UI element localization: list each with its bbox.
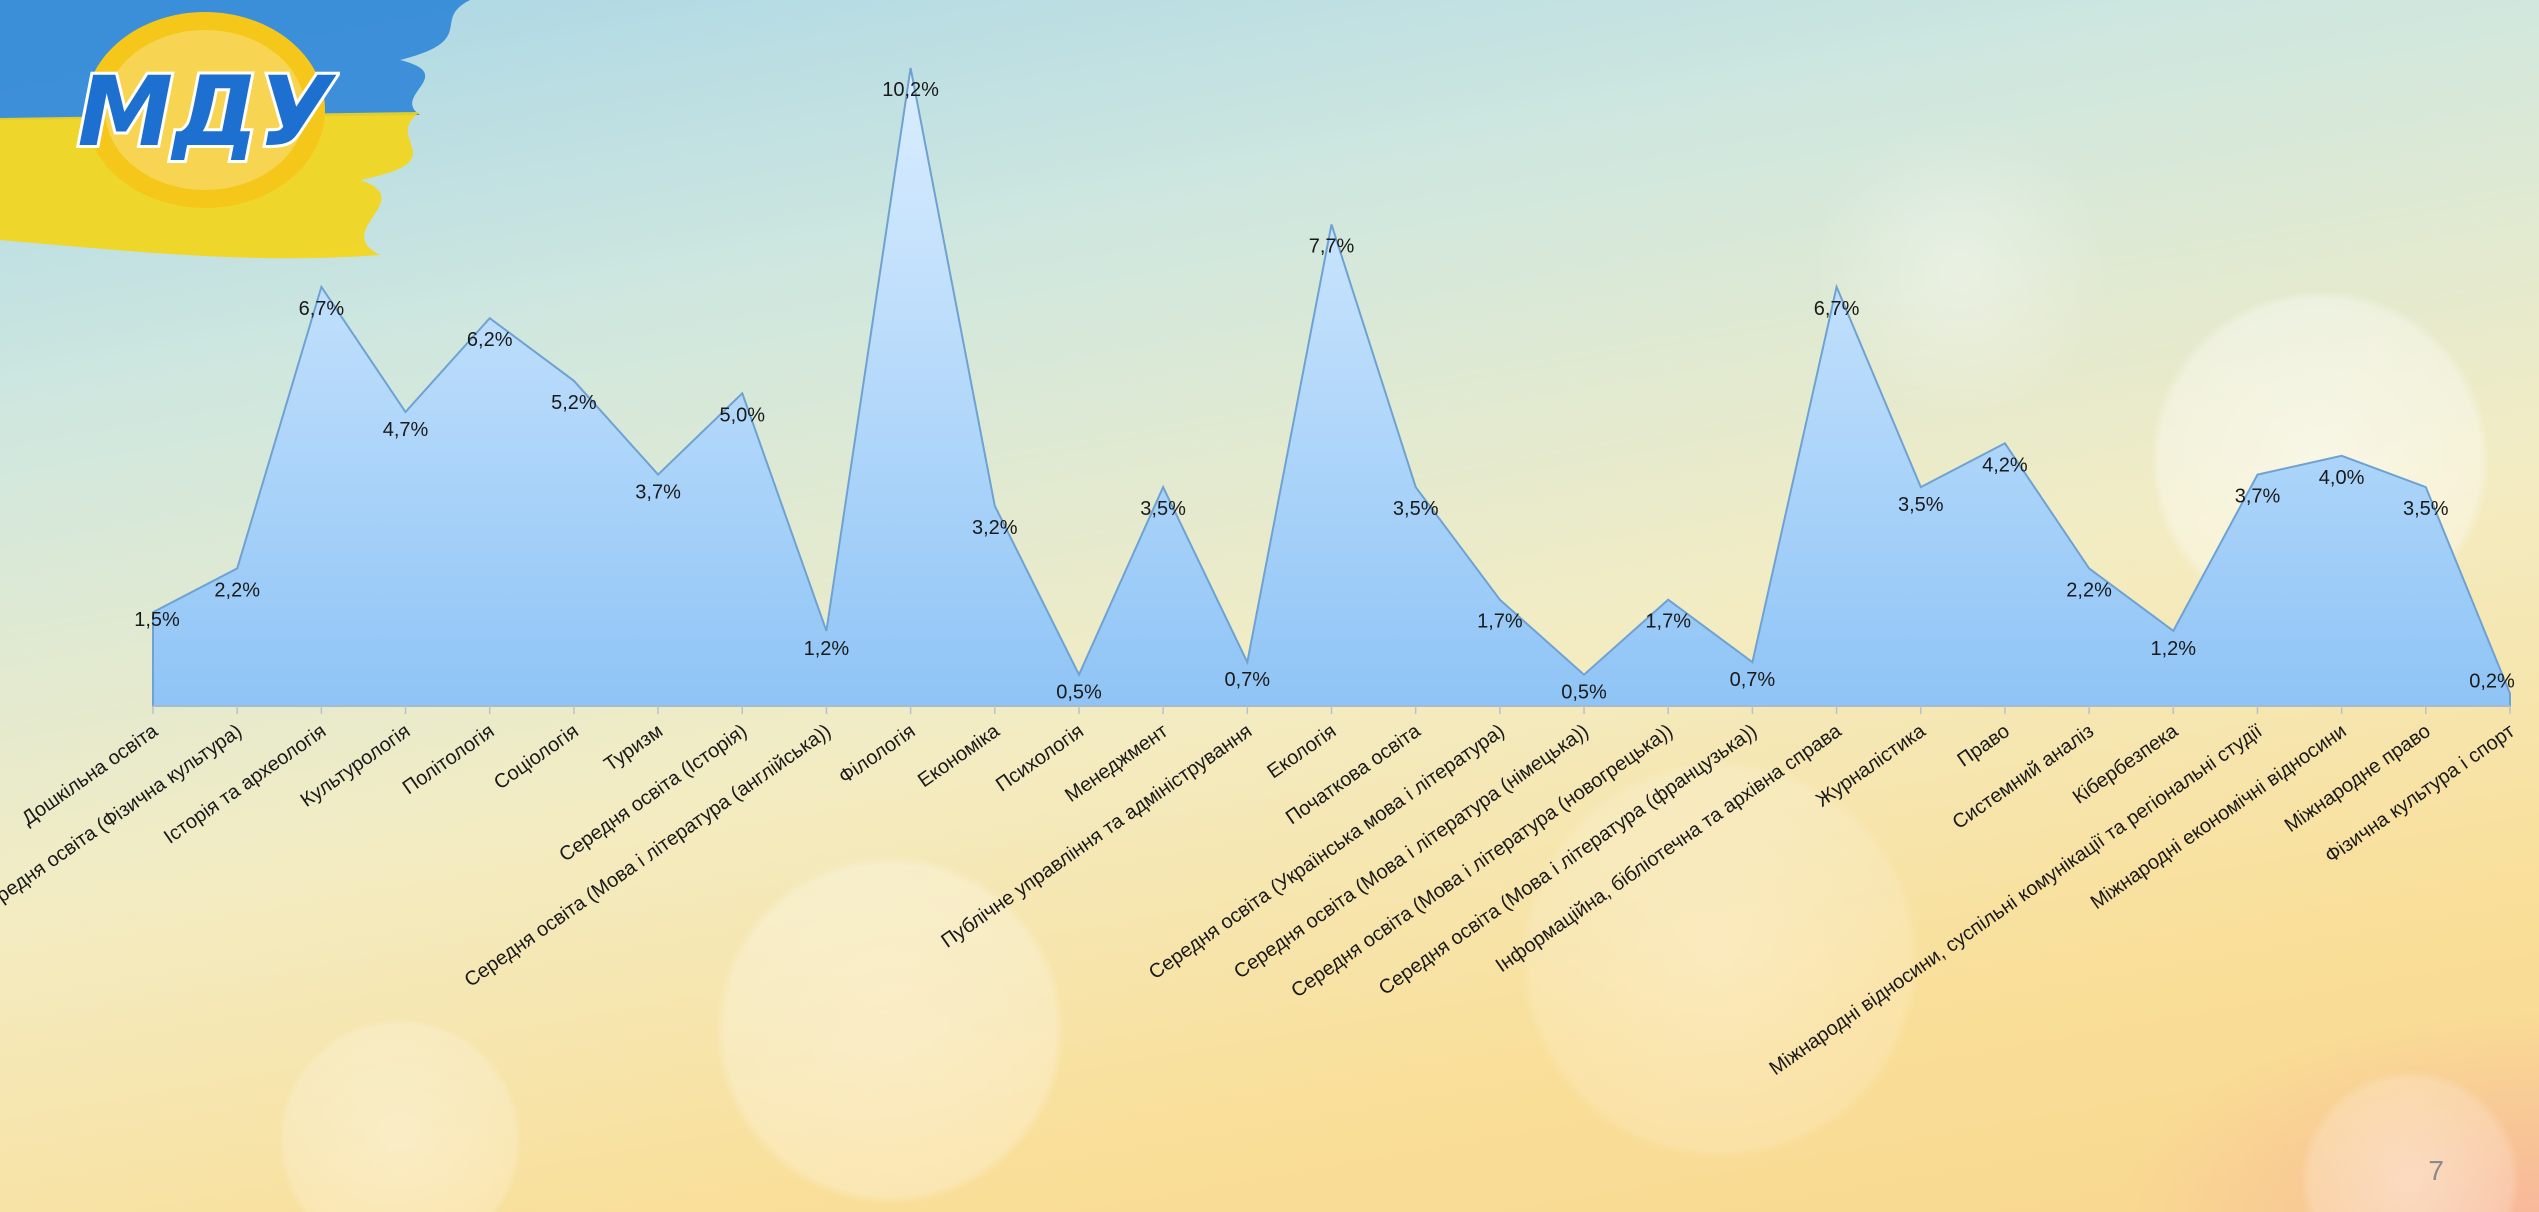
data-label: 0,5% <box>1056 682 1102 704</box>
data-label: 1,2% <box>804 638 850 660</box>
data-label: 7,7% <box>1309 235 1355 257</box>
category-label: Туризм <box>600 720 667 776</box>
mdu-logo: МДУ <box>74 12 340 208</box>
data-label: 1,7% <box>1477 611 1523 633</box>
data-label: 6,2% <box>467 329 513 351</box>
data-label: 3,2% <box>972 517 1018 539</box>
category-label: Право <box>1954 720 2014 771</box>
data-label: 4,7% <box>383 419 429 441</box>
data-label: 0,7% <box>1225 669 1271 691</box>
data-labels: 1,5% 2,2% 6,7% 4,7% 6,2% 5,2% 3,7% 5,0% 1,2% 10,2… <box>134 79 2515 704</box>
data-label: 5,2% <box>551 392 597 414</box>
data-label: 4,0% <box>2319 467 2365 489</box>
data-label: 5,0% <box>720 404 766 426</box>
data-label: 0,5% <box>1561 682 1607 704</box>
x-axis <box>152 705 2511 714</box>
area-fill <box>152 67 2511 707</box>
category-label: Середня освіта (Мова і література (новог… <box>1287 720 1677 1002</box>
data-label: 0,2% <box>2469 671 2515 693</box>
data-label: 3,5% <box>1898 494 1944 516</box>
category-label: Економіка <box>914 720 1004 793</box>
data-label: 4,2% <box>1982 454 2028 476</box>
data-label: 3,5% <box>1140 498 1186 520</box>
data-label: 10,2% <box>882 79 939 101</box>
data-label: 3,7% <box>2235 486 2281 508</box>
page-number: 7 <box>2428 1155 2444 1186</box>
data-label: 2,2% <box>2066 579 2112 601</box>
data-label: 3,5% <box>2403 498 2449 520</box>
category-label: Соціологія <box>490 720 583 794</box>
data-label: 3,7% <box>635 482 681 504</box>
data-label: 3,5% <box>1393 498 1439 520</box>
category-label: Політологія <box>399 720 499 799</box>
category-label: Філологія <box>835 720 920 788</box>
logo-ring <box>85 12 325 208</box>
category-label: Публічне управління та адміністрування <box>937 720 1256 952</box>
category-label: Історія та археологія <box>160 720 330 848</box>
category-label: Системний аналіз <box>1949 720 2098 834</box>
data-label: 1,7% <box>1645 611 1691 633</box>
category-label: Міжнародне право <box>2281 720 2435 837</box>
category-label: Екологія <box>1263 720 1340 783</box>
data-label: 6,7% <box>1814 298 1860 320</box>
category-label: Дошкільна освіта <box>18 720 163 830</box>
category-label: Середня освіта (Мова і література (франц… <box>1375 720 1761 1000</box>
logo-text: МДУ <box>77 56 336 168</box>
data-label: 2,2% <box>214 579 260 601</box>
data-label: 1,2% <box>2151 638 2197 660</box>
data-label: 6,7% <box>299 298 345 320</box>
data-label: 0,7% <box>1730 669 1776 691</box>
area-series <box>152 67 2511 707</box>
data-label: 1,5% <box>134 609 180 631</box>
